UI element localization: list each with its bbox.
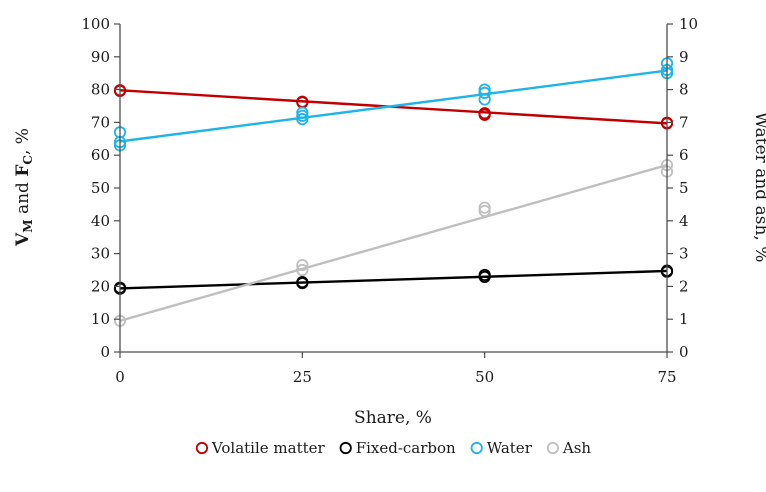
x-tick-label: 25 (293, 368, 312, 386)
y2-tick-label: 3 (679, 245, 689, 263)
data-point-ash (478, 201, 491, 214)
legend-marker-water (470, 441, 483, 455)
series-fixed-carbon (113, 264, 674, 295)
y2-tick-label: 1 (679, 310, 689, 328)
legend: Volatile matter Fixed-carbon Water Ash (195, 439, 592, 457)
y2-tick-label: 10 (679, 15, 698, 33)
y2-tick-label: 0 (679, 343, 689, 361)
y2-tick-label: 7 (679, 113, 689, 131)
y2-tick-label: 2 (679, 277, 689, 295)
series-layer (113, 57, 674, 327)
y2-axis-title: Water and ash, % (751, 112, 766, 263)
legend-item-fixed-carbon: Fixed-carbon (339, 439, 456, 457)
y-tick-label: 80 (91, 81, 110, 99)
data-point-fixed-carbon (296, 277, 309, 290)
legend-item-ash: Ash (546, 439, 592, 457)
legend-marker-ash (546, 441, 559, 455)
series-ash (113, 158, 674, 327)
y-axis-title: VM and FC, % (13, 128, 35, 247)
data-point-water (478, 93, 491, 106)
legend-label-fixed-carbon: Fixed-carbon (356, 439, 456, 457)
y-axis-title-end: , % (13, 128, 33, 155)
y-axis-title-v: V (13, 232, 33, 247)
y2-tick-label: 5 (679, 179, 689, 197)
legend-marker-volatile-matter (195, 441, 209, 455)
y-axis-title-and: and (13, 177, 33, 220)
y-tick-label: 90 (91, 48, 110, 66)
y2-tick-label: 6 (679, 146, 689, 164)
data-point-water (296, 109, 309, 122)
legend-item-water: Water (470, 439, 533, 457)
y-tick-label: 60 (91, 146, 110, 164)
y-axis-title-sub-c: C (21, 155, 35, 165)
legend-item-volatile-matter: Volatile matter (195, 439, 326, 457)
x-tick-label: 50 (475, 368, 494, 386)
legend-label-ash: Ash (562, 439, 592, 457)
data-point-water (478, 86, 491, 99)
data-point-ash (296, 263, 309, 277)
y-axis-title-f: F (13, 165, 33, 177)
y2-tick-label: 4 (679, 212, 689, 230)
legend-marker-fixed-carbon (339, 441, 352, 455)
data-point-fixed-carbon (478, 270, 491, 283)
y-tick-label: 40 (91, 212, 110, 230)
data-point-volatile-matter (478, 108, 491, 121)
y2-tick-label: 9 (679, 48, 689, 66)
data-point-water (296, 106, 309, 119)
y-tick-label: 0 (100, 343, 110, 361)
y-tick-label: 50 (91, 179, 110, 197)
x-tick-label: 0 (115, 368, 125, 386)
y-tick-label: 20 (91, 277, 110, 295)
y-axis-title-sub-m: M (21, 219, 35, 232)
trendline-fixed-carbon (119, 269, 668, 290)
y-tick-label: 10 (91, 310, 110, 328)
y-tick-label: 70 (91, 113, 110, 131)
legend-label-water: Water (487, 439, 533, 457)
y-tick-label: 100 (81, 15, 110, 33)
trendline-water (119, 69, 668, 143)
x-tick-label: 75 (657, 368, 676, 386)
series-water (113, 57, 674, 152)
data-point-ash (478, 204, 491, 218)
legend-label-volatile-matter: Volatile matter (211, 439, 326, 457)
x-axis-title: Share, % (354, 408, 432, 428)
y2-tick-label: 8 (679, 81, 689, 99)
trendline-ash (119, 163, 668, 322)
data-point-ash (296, 258, 309, 272)
data-point-water (296, 113, 309, 126)
y-tick-label: 30 (91, 245, 110, 263)
